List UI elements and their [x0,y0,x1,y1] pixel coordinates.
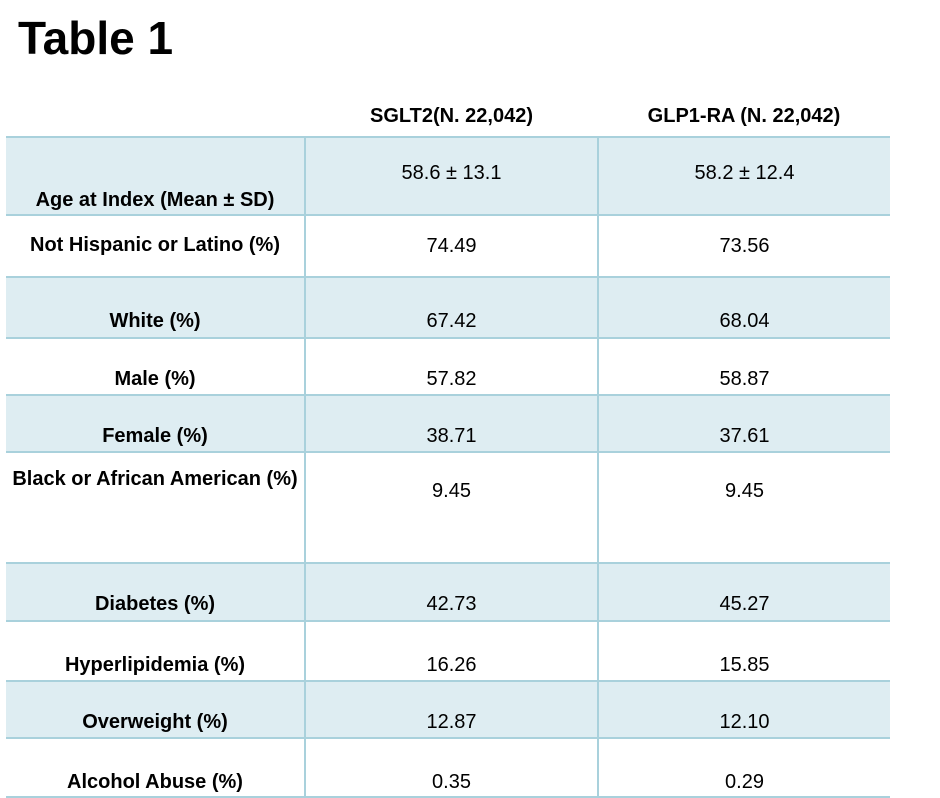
table-row: Overweight (%) 12.87 12.10 [6,681,890,739]
demographics-table: SGLT2(N. 22,042) GLP1-RA (N. 22,042) Age… [6,96,890,798]
glp1-value: 9.45 [597,452,890,564]
table-row: Hyperlipidemia (%) 16.26 15.85 [6,621,890,682]
table-row: Female (%) 38.71 37.61 [6,395,890,453]
page-title: Table 1 [18,12,174,64]
sglt2-value: 67.42 [304,277,598,339]
row-label: Diabetes (%) [6,563,305,622]
row-label: Alcohol Abuse (%) [6,738,305,798]
column-header-blank [6,96,305,138]
table-row: Black or African American (%) 9.45 9.45 [6,452,890,564]
glp1-value: 15.85 [597,621,890,682]
glp1-value: 73.56 [597,215,890,278]
sglt2-value: 58.6 ± 13.1 [304,137,598,216]
table-row: White (%) 67.42 68.04 [6,277,890,339]
glp1-value: 37.61 [597,395,890,453]
row-label: Female (%) [6,395,305,453]
glp1-value: 12.10 [597,681,890,739]
sglt2-value: 42.73 [304,563,598,622]
row-label: Male (%) [6,338,305,396]
sglt2-value: 12.87 [304,681,598,739]
table-row: Diabetes (%) 42.73 45.27 [6,563,890,622]
sglt2-value: 0.35 [304,738,598,798]
row-label: Age at Index (Mean ± SD) [6,137,305,216]
glp1-value: 68.04 [597,277,890,339]
glp1-value: 58.87 [597,338,890,396]
sglt2-value: 74.49 [304,215,598,278]
sglt2-value: 57.82 [304,338,598,396]
table-header-row: SGLT2(N. 22,042) GLP1-RA (N. 22,042) [6,96,890,138]
glp1-value: 45.27 [597,563,890,622]
sglt2-value: 9.45 [304,452,598,564]
table-row: Not Hispanic or Latino (%) 74.49 73.56 [6,215,890,278]
glp1-value: 58.2 ± 12.4 [597,137,890,216]
column-header-glp1: GLP1-RA (N. 22,042) [598,96,890,138]
row-label: Black or African American (%) [6,452,305,564]
glp1-value: 0.29 [597,738,890,798]
row-label: Not Hispanic or Latino (%) [6,215,305,278]
sglt2-value: 16.26 [304,621,598,682]
row-label: Overweight (%) [6,681,305,739]
table-row: Alcohol Abuse (%) 0.35 0.29 [6,738,890,798]
table-row: Male (%) 57.82 58.87 [6,338,890,396]
row-label: Hyperlipidemia (%) [6,621,305,682]
row-label: White (%) [6,277,305,339]
column-header-sglt2: SGLT2(N. 22,042) [305,96,598,138]
sglt2-value: 38.71 [304,395,598,453]
table-row: Age at Index (Mean ± SD) 58.6 ± 13.1 58.… [6,137,890,216]
